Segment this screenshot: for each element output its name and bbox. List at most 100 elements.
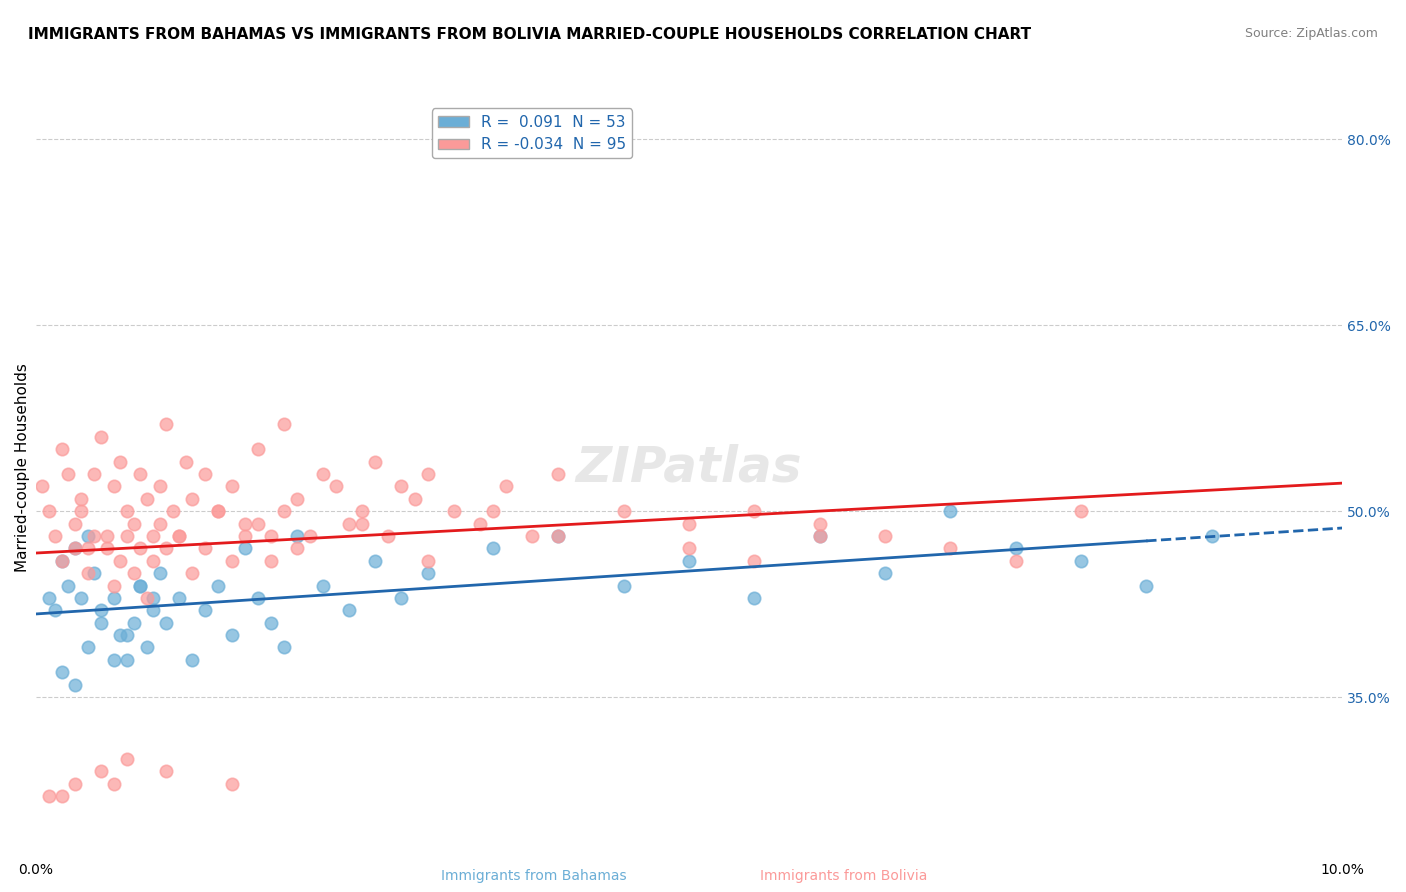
Point: [51, 554, 73, 568]
Point: [142, 529, 165, 543]
Point: [547, 467, 569, 481]
Point: [194, 467, 217, 481]
Point: [83, 529, 105, 543]
Point: [103, 777, 125, 791]
Point: [122, 615, 145, 630]
Point: [377, 529, 399, 543]
Point: [678, 516, 700, 531]
Point: [70, 504, 93, 518]
Point: [162, 504, 184, 518]
Point: [416, 467, 439, 481]
Point: [613, 578, 636, 592]
Point: [233, 529, 256, 543]
Point: [58, 467, 80, 481]
Point: [44, 529, 66, 543]
Point: [468, 516, 491, 531]
Point: [873, 529, 896, 543]
Point: [352, 504, 374, 518]
Point: [1070, 504, 1092, 518]
Legend: R =  0.091  N = 53, R = -0.034  N = 95: R = 0.091 N = 53, R = -0.034 N = 95: [432, 109, 633, 159]
Point: [285, 529, 308, 543]
Point: [44, 603, 66, 617]
Point: [155, 764, 177, 779]
Point: [129, 467, 152, 481]
Point: [90, 615, 112, 630]
Point: [221, 554, 243, 568]
Point: [38, 504, 60, 518]
Point: [115, 628, 138, 642]
Point: [83, 566, 105, 581]
Point: [110, 454, 132, 468]
Point: [260, 615, 283, 630]
Point: [298, 529, 321, 543]
Point: [135, 591, 157, 605]
Point: [142, 591, 165, 605]
Text: ZIPatlas: ZIPatlas: [575, 444, 803, 491]
Point: [1004, 541, 1026, 556]
Point: [246, 591, 269, 605]
Point: [135, 491, 157, 506]
Point: [63, 541, 86, 556]
Point: [391, 591, 413, 605]
Point: [169, 591, 191, 605]
Point: [482, 504, 505, 518]
Point: [1070, 554, 1092, 568]
Point: [169, 529, 191, 543]
Point: [115, 653, 138, 667]
Point: [103, 653, 125, 667]
Point: [51, 442, 73, 457]
Point: [115, 752, 138, 766]
Point: [181, 491, 204, 506]
Point: [337, 516, 360, 531]
Point: [207, 504, 229, 518]
Y-axis label: Married-couple Households: Married-couple Households: [15, 363, 30, 573]
Point: [285, 491, 308, 506]
Point: [495, 479, 517, 493]
Point: [1135, 578, 1157, 592]
Point: [391, 479, 413, 493]
Point: [51, 665, 73, 680]
Point: [90, 764, 112, 779]
Point: [325, 479, 347, 493]
Point: [742, 504, 765, 518]
Point: [520, 529, 543, 543]
Point: [51, 789, 73, 804]
Point: [273, 640, 295, 655]
Point: [547, 529, 569, 543]
Point: [149, 516, 172, 531]
Point: [221, 777, 243, 791]
Point: [142, 554, 165, 568]
Text: Immigrants from Bahamas: Immigrants from Bahamas: [441, 869, 627, 883]
Point: [142, 603, 165, 617]
Point: [260, 529, 283, 543]
Point: [873, 566, 896, 581]
Point: [70, 591, 93, 605]
Point: [678, 541, 700, 556]
Point: [181, 653, 204, 667]
Point: [90, 603, 112, 617]
Point: [115, 504, 138, 518]
Point: [63, 541, 86, 556]
Text: Immigrants from Bolivia: Immigrants from Bolivia: [759, 869, 928, 883]
Point: [129, 578, 152, 592]
Point: [103, 479, 125, 493]
Point: [174, 454, 197, 468]
Point: [547, 529, 569, 543]
Point: [122, 516, 145, 531]
Point: [285, 541, 308, 556]
Point: [135, 640, 157, 655]
Point: [110, 554, 132, 568]
Point: [38, 591, 60, 605]
Point: [103, 578, 125, 592]
Point: [939, 504, 962, 518]
Point: [76, 529, 98, 543]
Point: [221, 628, 243, 642]
Point: [404, 491, 426, 506]
Point: [443, 504, 465, 518]
Point: [31, 479, 53, 493]
Point: [129, 578, 152, 592]
Point: [337, 603, 360, 617]
Point: [129, 541, 152, 556]
Point: [312, 578, 335, 592]
Point: [115, 529, 138, 543]
